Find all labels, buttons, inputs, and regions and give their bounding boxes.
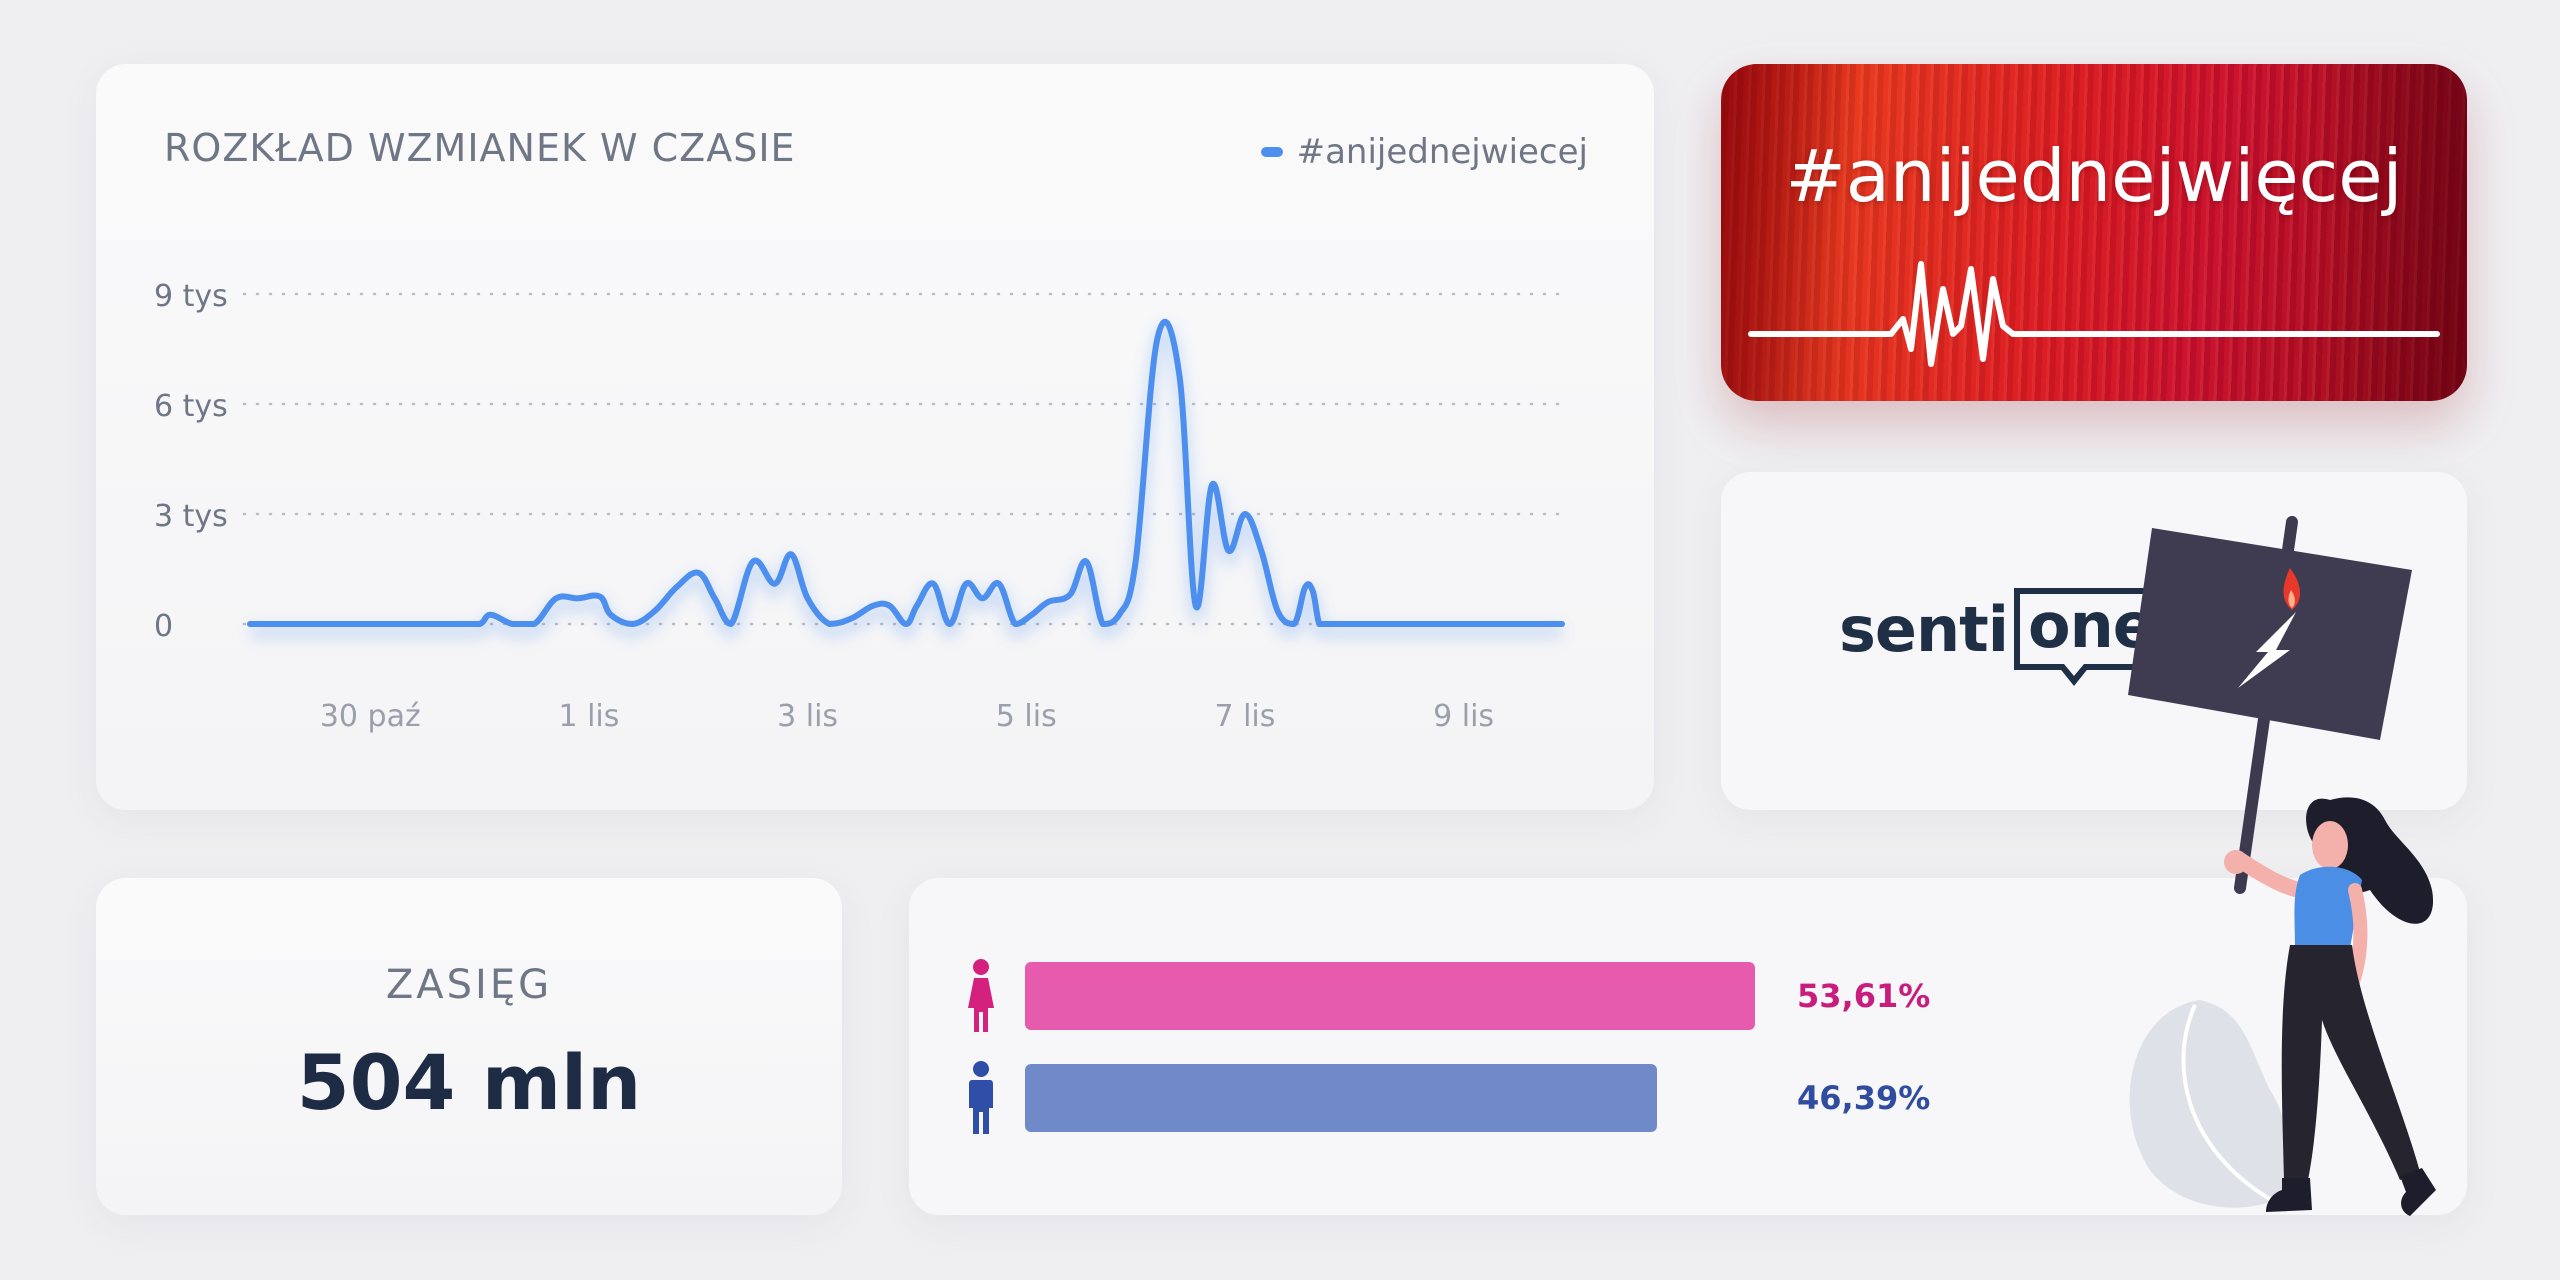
x-tick-label: 3 lis — [777, 699, 838, 734]
x-tick-label: 9 lis — [1433, 699, 1494, 734]
y-tick-label: 0 — [154, 609, 173, 644]
sentione-logo-card: senti one — [1721, 472, 2467, 810]
series-line-glow — [250, 322, 1562, 640]
reach-card: ZASIĘG 504 mln — [96, 878, 842, 1215]
legend-swatch — [1260, 147, 1283, 157]
hashtag-title: #anijednejwięcej — [1785, 134, 2403, 218]
logo-text-one: one — [2027, 589, 2155, 662]
male-percentage: 46,39% — [1797, 1079, 1931, 1117]
mentions-chart-card: ROZKŁAD WZMIANEK W CZASIE #anijednejwiec… — [96, 64, 1654, 810]
gender-row-female: 53,61% — [961, 958, 1930, 1034]
y-tick-label: 3 tys — [154, 499, 228, 534]
gender-split-card: 53,61% 46,39% — [909, 878, 2467, 1215]
female-bar-track — [1025, 962, 1775, 1030]
gender-row-male: 46,39% — [961, 1060, 1930, 1136]
legend-label: #anijednejwiecej — [1296, 132, 1588, 172]
male-icon — [969, 1061, 993, 1134]
hashtag-banner-card: #anijednejwięcej — [1721, 64, 2467, 401]
x-tick-label: 30 paź — [320, 699, 421, 734]
logo-text-senti: senti — [1839, 592, 2009, 666]
female-icon — [968, 959, 994, 1032]
female-bar — [1025, 962, 1755, 1030]
x-tick-label: 7 lis — [1214, 699, 1275, 734]
x-tick-label: 5 lis — [996, 699, 1057, 734]
y-tick-label: 6 tys — [154, 389, 228, 424]
chart-legend: #anijednejwiecej — [1260, 132, 1588, 172]
reach-label: ZASIĘG — [385, 962, 553, 1008]
female-percentage: 53,61% — [1797, 977, 1931, 1015]
heartbeat-icon — [1748, 261, 2440, 367]
logo-speech-box: one — [2013, 588, 2168, 686]
mentions-line-chart: 0 3 tys 6 tys 9 tys 30 paź 1 lis 3 lis 5 lis 7 l… — [154, 279, 1572, 734]
male-bar — [1025, 1064, 1657, 1132]
x-tick-label: 1 lis — [558, 699, 619, 734]
chart-title: ROZKŁAD WZMIANEK W CZASIE — [164, 126, 796, 170]
sentione-logo: senti one — [1839, 588, 2168, 686]
male-bar-track — [1025, 1064, 1775, 1132]
series-line-anijednejwiecej — [247, 318, 1565, 627]
reach-value: 504 mln — [296, 1038, 642, 1127]
y-tick-label: 9 tys — [154, 279, 228, 314]
